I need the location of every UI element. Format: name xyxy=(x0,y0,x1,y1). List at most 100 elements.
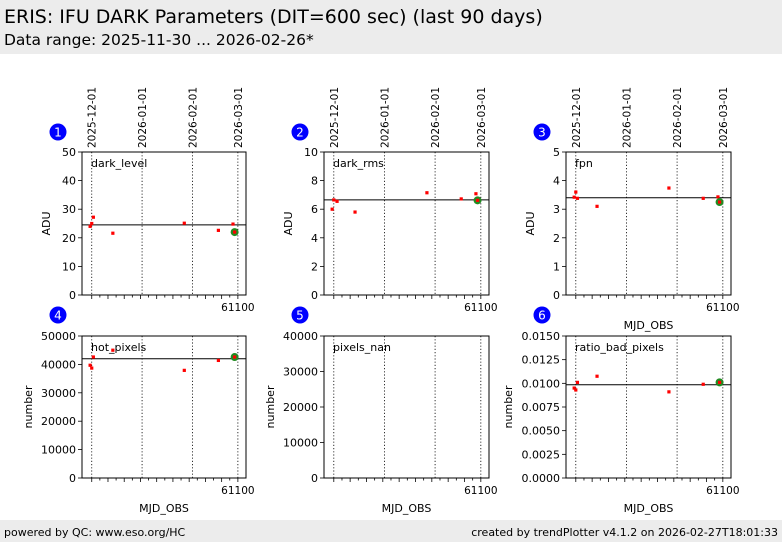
x-axis-label: MJD_OBS xyxy=(624,502,674,515)
chart-panel-4: 4 61100 MJD_OBS 0 10000 20000 30000 40000 50000 n… xyxy=(22,306,255,515)
y-tick-label: 40000 xyxy=(41,358,76,371)
charts-area: 1 2025-12-01 2026-01-01 2026-02-01 2026-03-0… xyxy=(22,87,740,515)
y-tick-label: 10 xyxy=(304,146,318,159)
y-tick-label: 2 xyxy=(553,232,560,245)
panel-number-badge xyxy=(49,306,67,324)
y-axis-label: ADU xyxy=(40,211,53,235)
y-tick-label: 0.0125 xyxy=(522,354,561,367)
y-tick-label: 0.0050 xyxy=(522,425,561,438)
chart-panel-6: 6 61100 MJD_OBS 0.0000 0.0025 0.0050 0.0075 0.0… xyxy=(502,306,740,515)
y-tick-label: 40 xyxy=(62,175,76,188)
y-tick-label: 20000 xyxy=(41,415,76,428)
plot-frame xyxy=(81,151,247,296)
date-tick-label: 2025-12-01 xyxy=(571,87,583,148)
y-tick-label: 20000 xyxy=(283,401,318,414)
data-point xyxy=(459,197,463,201)
footer-created-by: created by trendPlotter v4.1.2 on 2026-0… xyxy=(471,526,778,539)
chart-panel-5: 5 61100 MJD_OBS 0 10000 20000 30000 40000 number… xyxy=(264,306,498,515)
y-tick-label: 10000 xyxy=(283,437,318,450)
y-tick-label: 50 xyxy=(62,146,76,159)
y-tick-label: 8 xyxy=(311,175,318,188)
data-point xyxy=(231,222,235,226)
data-range-subtitle: Data range: 2025-11-30 ... 2026-02-26* xyxy=(4,31,314,49)
data-point xyxy=(216,358,220,363)
parameter-label: pixels_nan xyxy=(333,341,391,354)
x-axis-label: MJD_OBS xyxy=(139,502,189,515)
y-tick-label: 30000 xyxy=(41,387,76,400)
data-point xyxy=(575,380,580,384)
y-tick-label: 20 xyxy=(62,232,76,245)
plot-frame xyxy=(81,335,247,479)
latest-data-point-center xyxy=(233,355,237,359)
y-axis-label: number xyxy=(264,385,277,428)
data-point xyxy=(572,195,576,199)
parameter-label: dark_level xyxy=(91,157,147,170)
data-point xyxy=(88,224,92,228)
y-tick-label: 2 xyxy=(311,260,318,273)
date-tick-label: 2026-02-01 xyxy=(672,87,684,148)
date-tick-label: 2026-01-01 xyxy=(137,87,149,148)
page-title: ERIS: IFU DARK Parameters (DIT=600 sec) … xyxy=(4,6,543,28)
parameter-label: dark_rms xyxy=(333,157,384,170)
x-tick-label: 61100 xyxy=(221,485,254,497)
date-tick-label: 2026-01-01 xyxy=(621,87,633,148)
x-tick-label: 61100 xyxy=(464,485,497,497)
x-tick-label: 61100 xyxy=(221,302,254,314)
panel-number-label: 2 xyxy=(296,126,304,140)
footer-bar: powered by QC: www.eso.org/HC created by… xyxy=(0,520,782,542)
latest-data-point-center xyxy=(717,380,722,384)
y-axis-label: number xyxy=(22,385,35,428)
y-tick-label: 30000 xyxy=(283,366,318,379)
panel-number-badge xyxy=(291,306,309,324)
plot-frame xyxy=(323,335,490,479)
panel-number-label: 5 xyxy=(296,309,304,323)
latest-data-point-center xyxy=(475,198,480,202)
y-tick-label: 5 xyxy=(553,146,560,159)
y-tick-label: 4 xyxy=(311,232,318,245)
y-axis-label: ADU xyxy=(282,211,295,235)
y-tick-label: 4 xyxy=(553,175,560,188)
data-point xyxy=(182,221,186,225)
x-tick-label: 61100 xyxy=(706,485,739,497)
data-point xyxy=(90,221,94,226)
y-tick-label: 0.0025 xyxy=(522,448,561,461)
data-point xyxy=(216,228,220,232)
y-tick-label: 50000 xyxy=(41,330,76,343)
panel-number-badge xyxy=(533,123,551,141)
data-point xyxy=(111,231,115,235)
data-point xyxy=(91,215,95,219)
panel-number-label: 1 xyxy=(54,126,62,140)
date-tick-label: 2026-03-01 xyxy=(476,87,488,148)
y-tick-label: 0.0000 xyxy=(522,472,561,485)
date-tick-label: 2026-01-01 xyxy=(379,87,391,148)
y-tick-label: 0 xyxy=(69,289,76,302)
y-tick-label: 0.0100 xyxy=(522,377,561,390)
panel-number-badge xyxy=(291,123,309,141)
data-point xyxy=(575,196,580,200)
parameter-label: fpn xyxy=(575,157,593,170)
data-point xyxy=(574,190,578,194)
plot-frame xyxy=(323,151,490,296)
data-point xyxy=(474,192,478,196)
y-tick-label: 1 xyxy=(553,260,560,273)
y-tick-label: 3 xyxy=(553,203,560,216)
data-point xyxy=(701,382,705,386)
date-tick-label: 2025-12-01 xyxy=(329,87,341,148)
y-axis-label: number xyxy=(502,385,515,428)
data-point xyxy=(90,366,94,370)
data-point xyxy=(330,207,334,211)
date-tick-label: 2026-03-01 xyxy=(718,87,730,148)
data-point xyxy=(353,210,357,214)
y-tick-label: 6 xyxy=(311,203,318,216)
data-point xyxy=(182,368,186,372)
data-point xyxy=(701,196,705,200)
footer-powered-by: powered by QC: www.eso.org/HC xyxy=(4,526,186,539)
data-point xyxy=(88,363,92,367)
data-point xyxy=(667,186,671,190)
y-axis-label: ADU xyxy=(524,211,537,235)
chart-panel-3: 3 2025-12-01 2026-01-01 2026-02-01 2026-03-0… xyxy=(524,87,740,332)
data-point xyxy=(111,348,115,352)
data-point xyxy=(425,191,429,195)
x-tick-label: 61100 xyxy=(464,302,497,314)
date-tick-label: 2026-03-01 xyxy=(233,87,245,148)
